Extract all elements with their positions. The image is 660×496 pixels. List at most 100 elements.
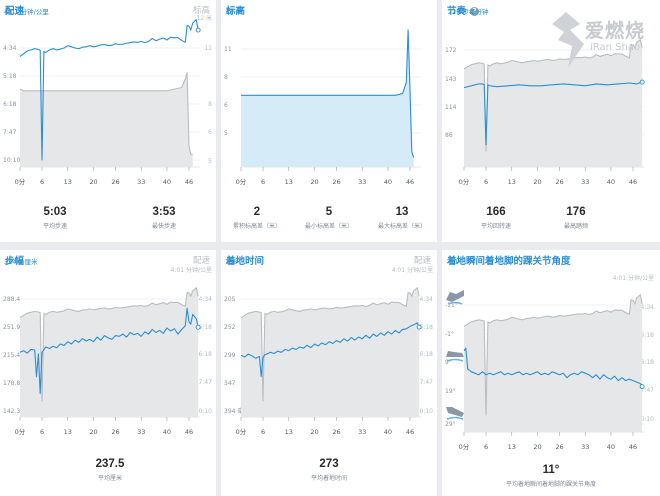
background-area: [20, 287, 199, 417]
stat-label: 平均步速: [42, 223, 67, 230]
x-tick-label: 6: [261, 178, 265, 186]
background-area: [20, 72, 193, 167]
y2-tick-label: 4:34: [199, 296, 213, 303]
series-line: [19, 307, 199, 394]
stat-label: 平均回转速: [480, 223, 511, 230]
background-area: [241, 287, 420, 417]
x-tick-label: 13: [285, 178, 293, 186]
stat-avg-ankle-angle: 11° 平均着地瞬间着地脚的踝关节角度: [491, 464, 611, 488]
elevation-panel: 标高 12 米 11 8 6 5 0分 6 13 20 26 33 40 46 2 累积标高差（米） 5…: [221, 0, 437, 242]
y-tick-label: 6: [224, 102, 228, 109]
series-line: [240, 322, 420, 378]
y-tick-label: 4:34: [3, 45, 17, 52]
y-tick-label: 9°: [445, 359, 452, 366]
y2-tick-label: 4:34: [420, 296, 434, 303]
y2-tick-label: 6:18: [199, 351, 213, 358]
cadence-chart[interactable]: 229 步每分钟 172 143 114 86 0分 6 13 20 26 33 40 46: [442, 0, 660, 200]
x-tick-label: 20: [310, 178, 318, 186]
x-tick-label: 13: [508, 178, 516, 186]
stat-avg-contact: 273 平均着地时间: [289, 458, 369, 482]
x-tick-label: 26: [111, 428, 119, 436]
y2-tick-label: 4:01 分钟/公里: [171, 266, 212, 274]
x-tick-label: 13: [285, 428, 293, 436]
x-tick-label: 6: [40, 428, 44, 436]
panel-title-text: 节奏: [447, 6, 467, 17]
y-tick-label: 347: [224, 380, 236, 387]
y-tick-label: 86: [445, 132, 453, 139]
axis-top-label: 324.9 厘米: [4, 257, 38, 266]
y2-tick-label: 10:10: [195, 408, 212, 415]
x-tick-label: 6: [261, 428, 265, 436]
x-tick-label: 6: [484, 443, 488, 450]
help-icon[interactable]: ?: [470, 7, 480, 16]
y2-tick-label: 10:10: [637, 416, 654, 423]
ankle-angle-chart[interactable]: -21° -11° -1° 9° 19° 29° 4:01 分钟/公里 4:34 5:18 6:1…: [442, 250, 660, 450]
x-tick-label: 0分: [459, 177, 470, 186]
iranshao-logo: 爱燃烧 iRan Shao: [540, 4, 660, 84]
stat-max-elevation: 13 最大标高差（米）: [364, 206, 437, 230]
x-tick-label: 40: [384, 178, 392, 186]
series-line: [19, 19, 199, 161]
stat-label: 累积标高差（米）: [232, 223, 281, 230]
panel-secondary-label[interactable]: 配速: [413, 256, 431, 266]
stat-avg-pace: 5:03 平均步速: [15, 206, 95, 230]
stride-chart[interactable]: 324.9 厘米 288.4 251.9 215.4 178.8 142.3 4:01 分钟…: [0, 250, 216, 450]
x-tick-label: 40: [163, 428, 171, 436]
panel-title: 配速: [5, 6, 25, 17]
panel-secondary-label[interactable]: 标高: [192, 6, 210, 16]
running-shoe-toe-down-icon: [446, 407, 464, 420]
axis-top-label: 4:01 分钟/公里: [4, 7, 49, 16]
y2-tick-label: 4:01 分钟/公里: [613, 274, 654, 282]
stat-avg-cadence: 166 平均回转速: [456, 206, 536, 230]
stat-label: 平均厘米: [97, 475, 122, 482]
x-tick-label: 26: [332, 178, 340, 186]
background-line: [19, 72, 193, 156]
series-end-dot: [416, 324, 422, 330]
y-tick-label: 205: [224, 296, 236, 303]
stat-value: 11°: [542, 464, 560, 476]
x-tick-label: 33: [137, 178, 145, 186]
y-tick-label: 11: [224, 46, 232, 53]
x-tick-label: 20: [533, 443, 541, 450]
flame-logo-icon: [552, 12, 584, 68]
x-tick-label: 33: [581, 443, 589, 450]
y-tick-label: 299: [224, 352, 236, 359]
axis-top-label: 12 米: [225, 7, 242, 16]
y-tick-label: 8: [224, 74, 228, 81]
stride-panel: 步幅 配速 324.9 厘米 288.4 251.9 215.4 178.8 142.3 4…: [0, 250, 216, 496]
x-tick-label: 33: [358, 178, 366, 186]
stat-label: 平均着地瞬间着地脚的踝关节角度: [505, 481, 596, 488]
pace-chart[interactable]: 4:01 分钟/公里 4:34 5:18 6:18 7:47 10:10 12 米 11 8 6 5…: [0, 0, 216, 200]
stat-value: 13: [395, 206, 409, 218]
stat-value: 273: [319, 458, 339, 470]
axis-top-label: -21°: [448, 258, 462, 266]
ground-contact-chart[interactable]: 158 205 252 299 347 394 毫秒 4:01 分钟/公里 4:34 5:18 6…: [221, 250, 437, 450]
x-tick-label: 46: [629, 178, 637, 186]
y2-tick-label: 5:18: [641, 332, 655, 339]
y-tick-label: 142.3: [3, 408, 20, 415]
stat-value: 3:53: [152, 206, 176, 218]
pace-panel: 配速 标高 4:01 分钟/公里 4:34 5:18 6:18 7:47 10:10 12 …: [0, 0, 216, 242]
stat-value: 166: [486, 206, 506, 218]
x-tick-label: 6: [484, 178, 488, 186]
background-line: [463, 293, 643, 416]
series-end-dot: [195, 324, 201, 330]
y-tick-label: -1°: [445, 331, 454, 338]
y-tick-label: 252: [224, 324, 236, 331]
stat-value: 2: [253, 206, 261, 218]
y-tick-label: 114: [445, 104, 457, 111]
y2-tick-label: 11: [204, 45, 212, 52]
x-tick-label: 20: [533, 178, 541, 186]
x-tick-label: 13: [64, 178, 72, 186]
running-shoe-toe-up-icon: [446, 290, 464, 305]
panel-secondary-label[interactable]: 配速: [192, 256, 210, 266]
y2-tick-label: 6:18: [420, 351, 434, 358]
stat-max-cadence: 176 最高踏频: [536, 206, 616, 230]
x-tick-label: 40: [607, 443, 615, 450]
x-tick-label: 0分: [236, 177, 247, 186]
y2-tick-label: 5:18: [420, 324, 434, 331]
elevation-chart[interactable]: 12 米 11 8 6 5 0分 6 13 20 26 33 40 46: [221, 0, 437, 200]
x-tick-label: 40: [607, 178, 615, 186]
x-tick-label: 40: [384, 428, 392, 436]
panel-title: 着地时间: [226, 256, 265, 267]
